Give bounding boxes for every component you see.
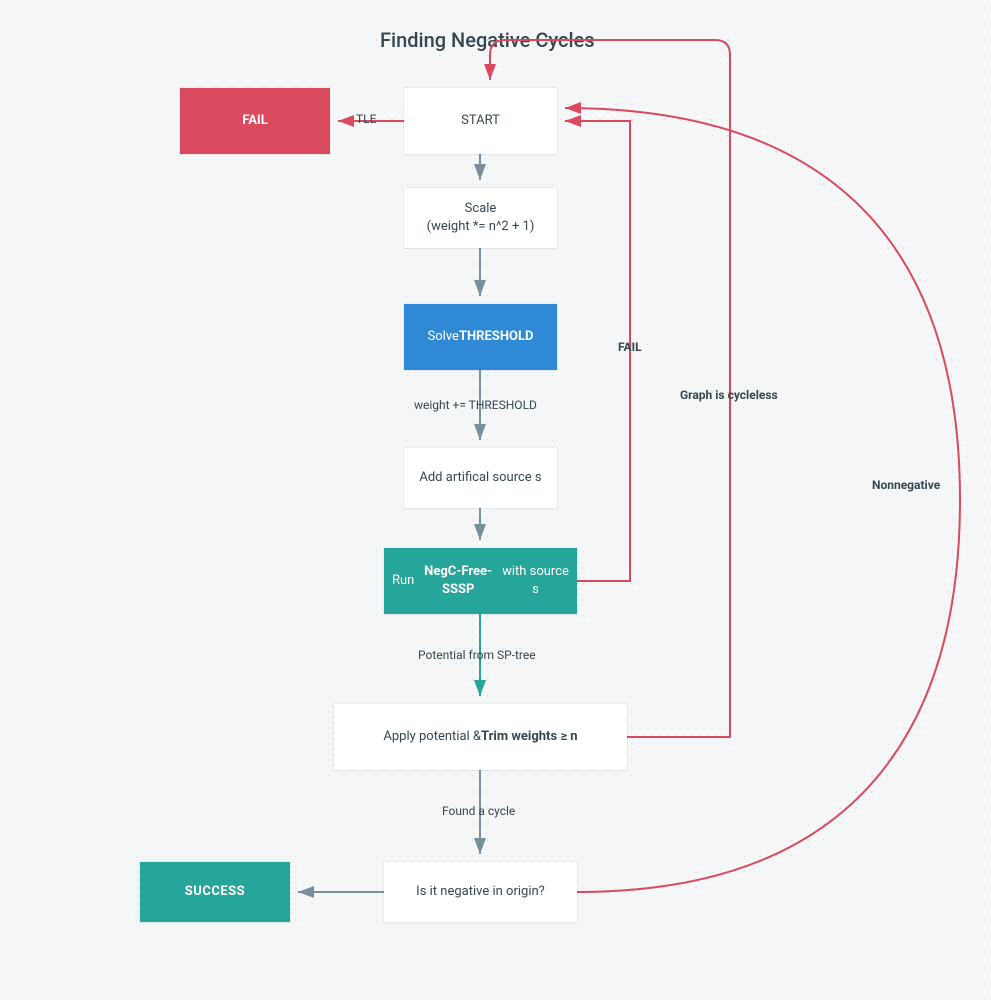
edge-sssp-fail-back [565, 121, 630, 581]
edge-label-apply-to-isneg: Found a cycle [442, 804, 515, 818]
node-scale: Scale(weight *= n^2 + 1) [404, 188, 557, 248]
node-isneg: Is it negative in origin? [384, 862, 577, 922]
node-success: SUCCESS [140, 862, 290, 922]
edge-label-apply-cycleless-back: Graph is cycleless [680, 388, 778, 402]
edge-label-sssp-to-apply: Potential from SP-tree [418, 648, 536, 662]
edge-label-threshold-to-addsrc: weight += THRESHOLD [414, 398, 537, 412]
chart-title: Finding Negative Cycles [380, 28, 595, 52]
edge-label-start-to-fail: TLE [356, 112, 376, 126]
node-fail: FAIL [180, 88, 330, 154]
edge-label-isneg-nonneg-back: Nonnegative [872, 478, 940, 492]
node-apply: Apply potential & Trim weights ≥ n [334, 704, 627, 770]
node-start: START [404, 88, 557, 154]
node-sssp: Run NegC-Free-SSSP with source s [384, 548, 577, 614]
node-addsrc: Add artifical source s [404, 448, 557, 508]
edge-label-sssp-fail-back: FAIL [618, 340, 642, 354]
flowchart-canvas: Finding Negative Cycles FAIL START Scale… [0, 0, 991, 1000]
node-threshold: Solve THRESHOLD [404, 304, 557, 370]
edge-isneg-nonneg-back [565, 108, 960, 892]
